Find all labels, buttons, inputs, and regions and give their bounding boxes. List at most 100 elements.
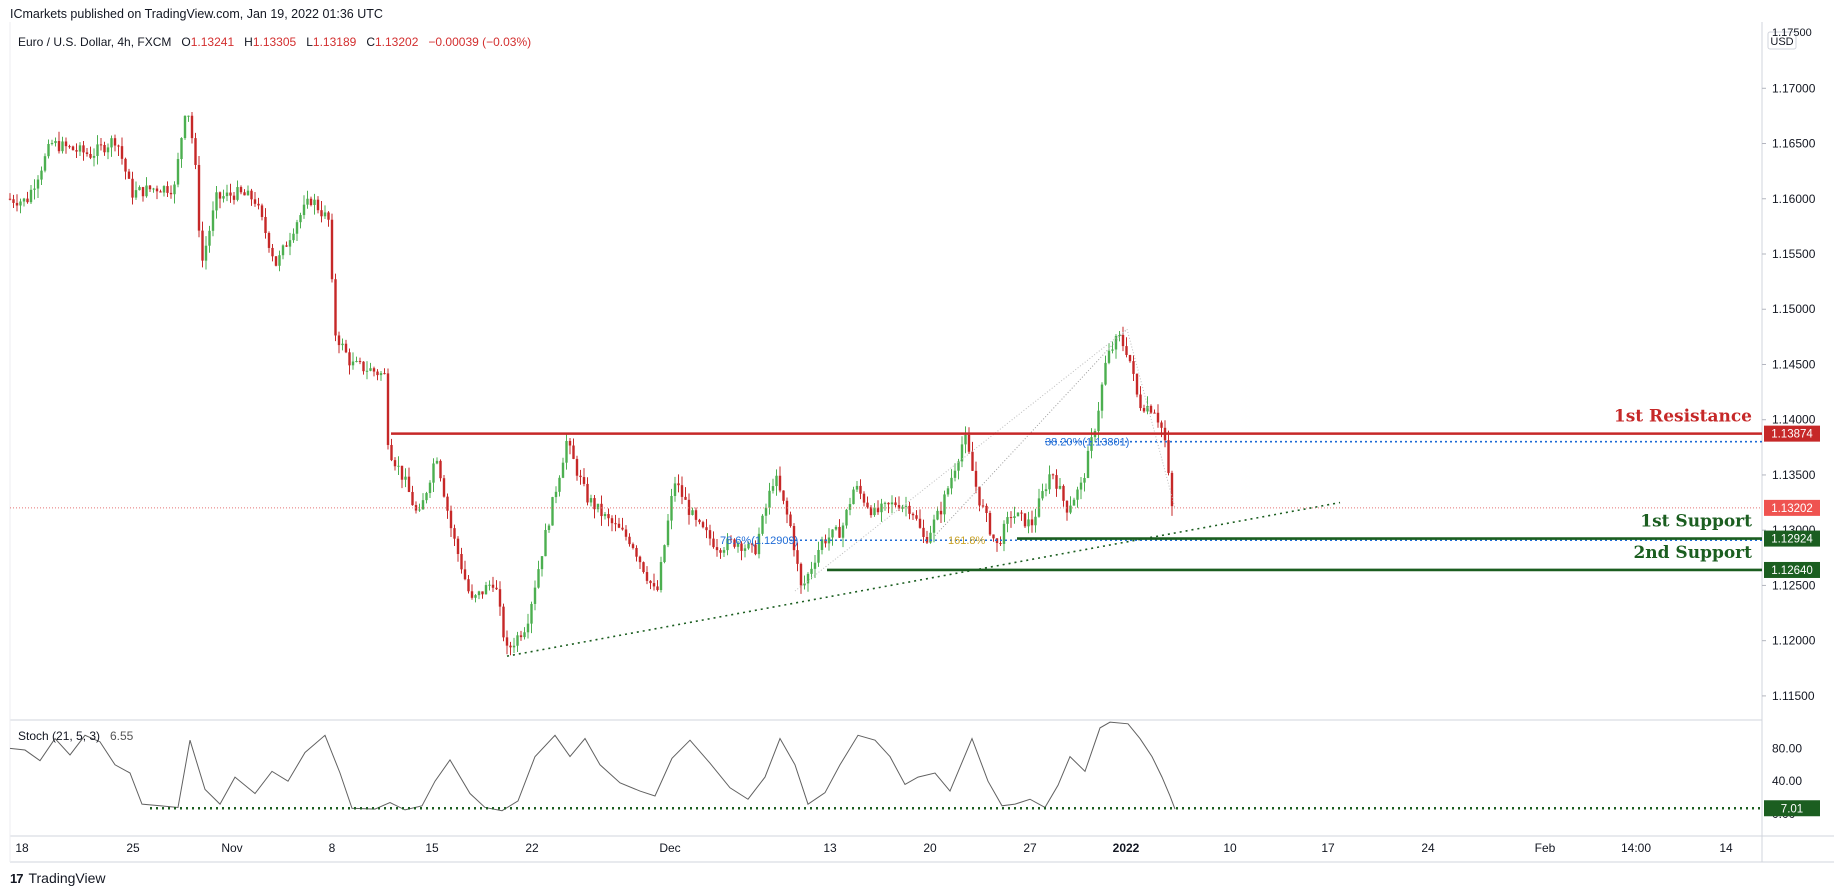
candle-body — [960, 444, 964, 462]
candle-body — [838, 526, 841, 538]
candle-body — [929, 532, 932, 543]
time-tick-label: Nov — [221, 841, 242, 855]
time-tick-label: Feb — [1535, 841, 1556, 855]
candle-body — [918, 518, 922, 528]
stoch-tick-label: 40.00 — [1772, 774, 1802, 788]
fib-label: 78.6%(1.12909) — [720, 535, 798, 547]
currency-label[interactable]: USD — [1770, 36, 1793, 48]
candle-body — [299, 215, 302, 223]
candle-body — [309, 198, 313, 205]
candle-body — [806, 573, 810, 584]
candle-body — [1083, 477, 1086, 483]
candle-body — [740, 543, 743, 551]
candle-body — [869, 507, 873, 516]
candle-body — [99, 144, 103, 146]
candle-body — [281, 245, 285, 256]
high-label: H — [244, 35, 253, 49]
time-tick-label: Dec — [659, 841, 680, 855]
candle-body — [701, 522, 705, 528]
time-tick-label: 25 — [126, 841, 140, 855]
candle-body — [887, 502, 890, 505]
candle-body — [747, 543, 750, 549]
price-axis[interactable]: 1.17000 1.16500 1.16000 1.15500 1.15000 1.145… — [1762, 27, 1816, 703]
support-price-label: 1.12640 — [1771, 565, 1813, 577]
stoch-level-label: 7.01 — [1781, 803, 1803, 815]
candle-body — [656, 586, 659, 591]
candle-body — [848, 504, 852, 510]
candle-body — [134, 190, 138, 198]
candle-body — [442, 478, 446, 497]
candle-body — [463, 569, 467, 580]
time-tick-label: 14 — [1719, 841, 1733, 855]
candle-body — [358, 361, 362, 363]
currency-box[interactable] — [1767, 31, 1797, 50]
candle-body — [904, 505, 908, 507]
candle-body — [873, 507, 876, 516]
candle-body — [1002, 523, 1006, 544]
candle-body — [575, 458, 579, 476]
candle-body — [638, 556, 642, 563]
candle-body — [509, 645, 512, 648]
candle-body — [974, 470, 978, 487]
price-tick-label: 1.17000 — [1772, 81, 1816, 95]
candle-body — [614, 523, 617, 525]
candle-body — [516, 635, 519, 646]
candle-body — [467, 579, 470, 592]
candle-body — [495, 587, 498, 590]
candle-body — [593, 498, 596, 510]
resistance-name-label: 1st Resistance — [1614, 407, 1752, 427]
time-tick-label: 15 — [425, 841, 439, 855]
candle-body — [733, 539, 736, 547]
candle-body — [649, 580, 652, 584]
candle-body — [246, 190, 250, 196]
fib-label: 38.20%(1.13801) — [1045, 437, 1129, 449]
candle-body — [1072, 499, 1076, 506]
candle-body — [1020, 512, 1023, 514]
tradingview-logo[interactable]: 17 TradingView — [10, 870, 106, 886]
candle-body — [145, 185, 148, 197]
candle-body — [1044, 489, 1048, 492]
time-tick-label: 10 — [1223, 841, 1237, 855]
candle-body — [477, 591, 481, 596]
symbol-legend[interactable]: Euro / U.S. Dollar, 4h, FXCM O1.13241 H1… — [18, 35, 531, 49]
candle-body — [1034, 516, 1037, 526]
candle-body — [155, 188, 159, 192]
candle-body — [852, 489, 855, 505]
time-axis[interactable]: 18 25 Nov 8 15 22 Dec 13 20 27 2022 10 17 24 Feb 14:00 1… — [15, 841, 1733, 855]
candle-body — [159, 191, 162, 193]
high-value: 1.13305 — [252, 35, 297, 49]
candle-body — [502, 606, 505, 638]
candle-body — [677, 483, 680, 486]
published-by-line: ICmarkets published on TradingView.com, … — [10, 7, 383, 21]
candle-body — [1160, 422, 1163, 428]
candle-body — [1107, 350, 1111, 363]
candle-body — [565, 440, 568, 463]
candle-body — [1114, 336, 1118, 350]
candle-body — [208, 230, 211, 246]
candle-body — [635, 547, 638, 557]
candle-body — [687, 499, 691, 515]
price-tick-label: 1.16000 — [1772, 192, 1816, 206]
candle-body — [127, 171, 131, 179]
candle-body — [110, 138, 113, 148]
candle-body — [96, 144, 99, 156]
candle-body — [481, 591, 484, 595]
candle-body — [866, 502, 869, 508]
candle-body — [589, 498, 593, 503]
candle-body — [313, 199, 316, 205]
candle-body — [295, 222, 299, 234]
candle-body — [82, 145, 85, 153]
stoch-indicator-title[interactable]: Stoch (21, 5, 3) — [18, 729, 100, 743]
candle-body — [131, 178, 134, 198]
support-name-label: 2nd Support — [1633, 543, 1752, 563]
close-value: 1.13202 — [375, 35, 419, 49]
candle-body — [449, 510, 453, 529]
candle-body — [827, 537, 831, 544]
candle-body — [1100, 384, 1104, 411]
drawings[interactable]: 1.13202 38.20%(1.13801) 78.6%(1.12909) 161.… — [10, 328, 1820, 657]
candle-body — [666, 520, 670, 546]
price-tick-label: 1.15000 — [1772, 302, 1816, 316]
candle-body — [306, 198, 309, 205]
candle-body — [946, 488, 950, 495]
